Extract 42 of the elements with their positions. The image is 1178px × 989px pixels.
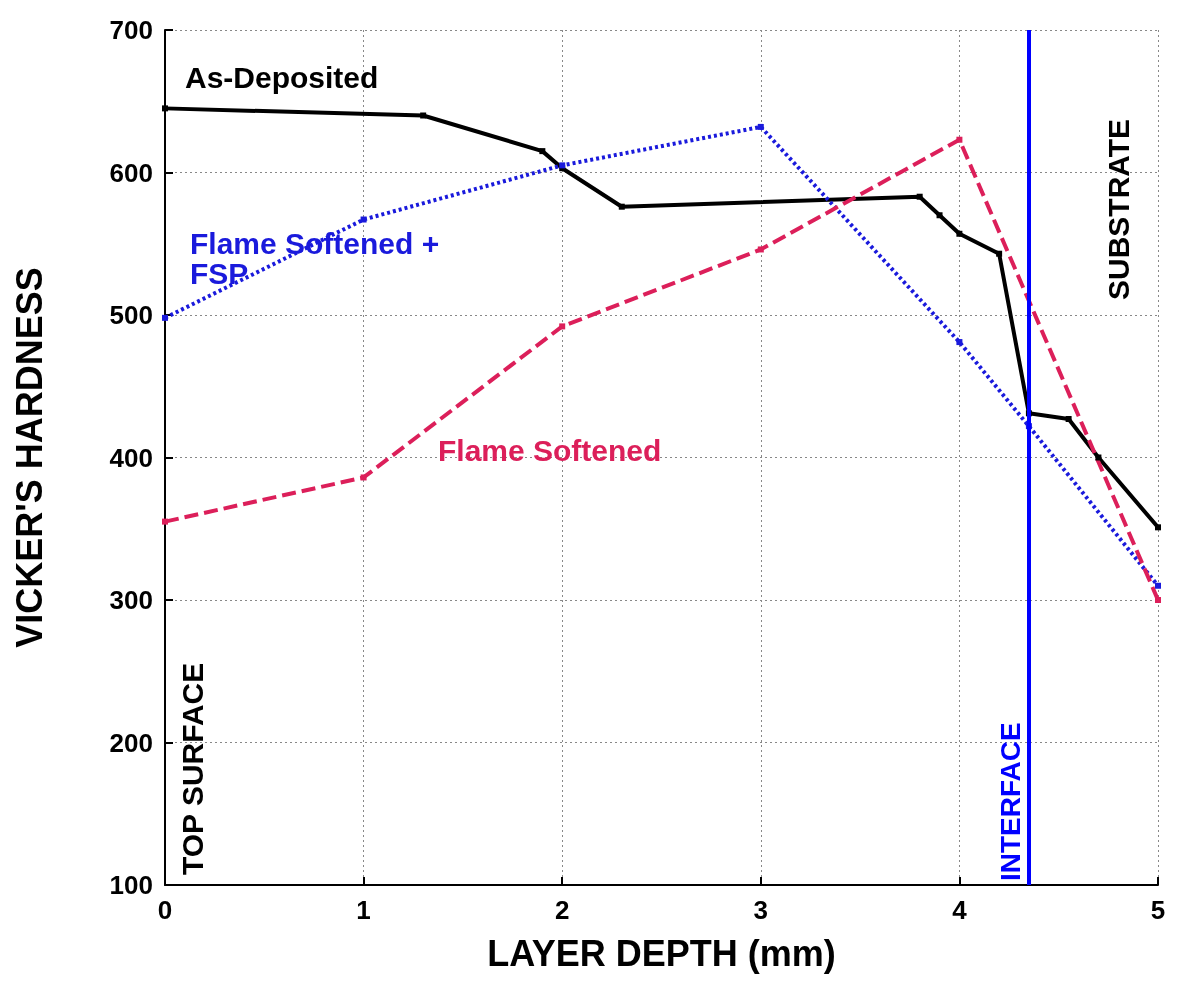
point	[1065, 416, 1072, 423]
point	[559, 323, 566, 330]
point	[162, 518, 168, 525]
point	[420, 112, 427, 119]
x-tick-label: 1	[356, 895, 371, 925]
point	[1155, 524, 1161, 531]
y-tick-label: 300	[109, 585, 153, 615]
point	[757, 123, 764, 130]
point	[956, 230, 963, 237]
y-tick-label: 100	[109, 870, 153, 900]
point	[360, 474, 367, 481]
y-tick-label: 600	[109, 157, 153, 188]
point	[1095, 454, 1102, 461]
y-tick-label: 500	[109, 300, 153, 330]
x-axis-title: LAYER DEPTH (mm)	[487, 932, 836, 974]
ref-line-label: INTERFACE	[995, 722, 1027, 881]
point	[916, 193, 923, 200]
point	[956, 339, 963, 346]
point	[956, 136, 963, 143]
point	[162, 314, 168, 321]
x-tick-label: 3	[753, 895, 769, 925]
annotation: SUBSTRATE	[1101, 118, 1135, 300]
point	[162, 105, 168, 112]
x-tick-label: 2	[554, 895, 570, 925]
point	[1155, 582, 1161, 589]
y-tick-label: 400	[109, 442, 153, 473]
point	[996, 250, 1003, 257]
x-tick-label: 5	[1150, 895, 1166, 925]
series-label: As-Deposited	[185, 60, 379, 94]
y-tick-label: 200	[109, 727, 153, 758]
series-label: Flame Softened	[438, 433, 662, 467]
point	[360, 216, 367, 223]
x-tick-label: 0	[157, 895, 173, 925]
point	[1155, 597, 1161, 603]
x-tick-label: 4	[952, 895, 968, 925]
point	[539, 148, 546, 155]
annotation: TOP SURFACE	[175, 662, 209, 875]
point	[936, 212, 943, 219]
point	[757, 246, 764, 253]
point	[618, 203, 625, 210]
y-axis-title: VICKER'S HARDNESS	[8, 267, 50, 648]
y-tick-label: 700	[109, 15, 153, 45]
